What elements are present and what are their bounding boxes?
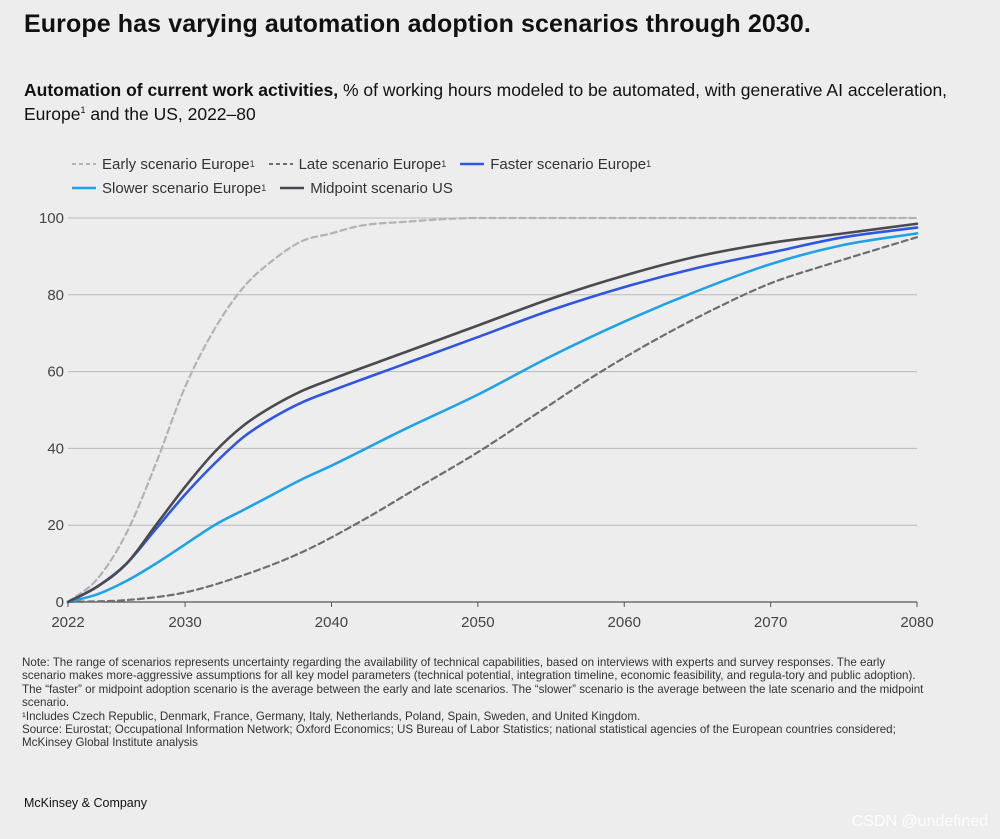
legend-label-slower: Slower scenario Europe [102,179,262,197]
x-tick-label: 2030 [168,614,201,631]
x-tick-label: 2040 [315,614,348,631]
series-line-slower-scenario-europe [66,232,919,604]
x-tick-label: 2070 [754,614,787,631]
brand-name: McKinsey & Company [24,796,147,810]
legend-label-faster: Faster scenario Europe [490,155,647,173]
legend-item-late: Late scenario Europe 1 [268,155,446,173]
y-tick-label: 80 [47,287,64,304]
chart-headline: Europe has varying automation adoption s… [24,10,811,38]
y-axis-ticks: 0 20 40 60 80 100 [39,210,64,611]
subtitle-text-end: and the US, 2022–80 [85,104,256,124]
note-text: Note: The range of scenarios represents … [22,656,924,710]
y-tick-label: 100 [39,210,64,227]
legend-swatch-late [268,163,293,165]
x-tick-label: 2022 [51,614,84,631]
y-tick-label: 60 [47,364,64,381]
legend-row-2: Slower scenario Europe 1 Midpoint scenari… [72,176,792,200]
legend-item-faster: Faster scenario Europe 1 [460,156,651,173]
legend-swatch-midpoint-us [280,186,305,190]
series-line-late-scenario-europe [66,236,919,604]
series-line-early-scenario-europe [66,216,919,604]
legend-label-early: Early scenario Europe [102,155,250,173]
legend-swatch-early [72,163,96,165]
y-tick-label: 20 [47,517,64,534]
chart-legend: Early scenario Europe 1 Late scenario Eur… [72,152,792,200]
chart-notes: Note: The range of scenarios represents … [22,656,932,750]
legend-item-midpoint-us: Midpoint scenario US [280,180,453,197]
legend-label-late: Late scenario Europe [298,155,442,173]
legend-item-early: Early scenario Europe 1 [72,156,255,173]
y-tick-label: 40 [47,440,64,457]
subtitle-text: % of working hours modeled to be automat… [24,80,948,124]
series-line-faster-scenario-europe [66,226,919,604]
subtitle-bold: Automation of current work activities, [24,80,339,100]
watermark: CSDN @undefined [851,813,988,830]
x-tick-label: 2080 [900,614,933,631]
x-tick-label: 2050 [461,614,494,631]
subtitle-footnote-mark: 1 [80,105,86,116]
chart-subtitle: Automation of current work activities, %… [24,78,964,126]
legend-swatch-slower [72,186,96,190]
series-line-midpoint-scenario-us [66,222,919,604]
x-axis-ticks: 2022 2030 2040 2050 2060 2070 2080 [51,602,934,631]
legend-swatch-faster [460,162,485,166]
legend-row-1: Early scenario Europe 1 Late scenario Eur… [72,152,792,176]
chart-series [66,216,919,604]
source-text: Source: Eurostat; Occupational Informati… [22,723,896,750]
x-tick-label: 2060 [608,614,641,631]
footnote-text: ¹Includes Czech Republic, Denmark, Franc… [22,709,641,723]
legend-item-slower: Slower scenario Europe 1 [72,180,266,197]
y-tick-label: 0 [56,594,64,611]
legend-label-midpoint-us: Midpoint scenario US [310,179,453,197]
